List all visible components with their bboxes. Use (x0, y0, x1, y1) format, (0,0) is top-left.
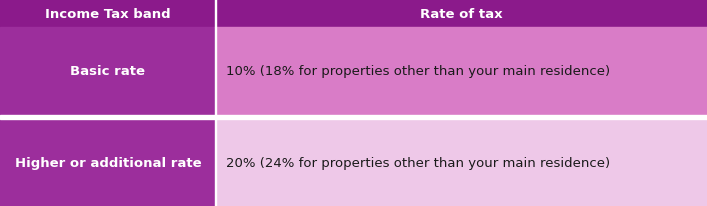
Bar (215, 28, 216, 115)
Bar (216, 28, 707, 115)
Text: 20% (24% for properties other than your main residence): 20% (24% for properties other than your … (226, 156, 610, 169)
Text: Higher or additional rate: Higher or additional rate (15, 156, 201, 169)
Bar (215, 0, 216, 28)
Bar (0, 119, 216, 206)
Bar (0, 28, 216, 115)
Text: 10% (18% for properties other than your main residence): 10% (18% for properties other than your … (226, 65, 610, 78)
Text: Income Tax band: Income Tax band (45, 7, 170, 20)
Text: Rate of tax: Rate of tax (420, 7, 503, 20)
Text: Basic rate: Basic rate (70, 65, 146, 78)
Bar (215, 119, 216, 206)
Bar (0, 0, 707, 28)
Bar (216, 119, 707, 206)
Bar (0, 115, 707, 119)
